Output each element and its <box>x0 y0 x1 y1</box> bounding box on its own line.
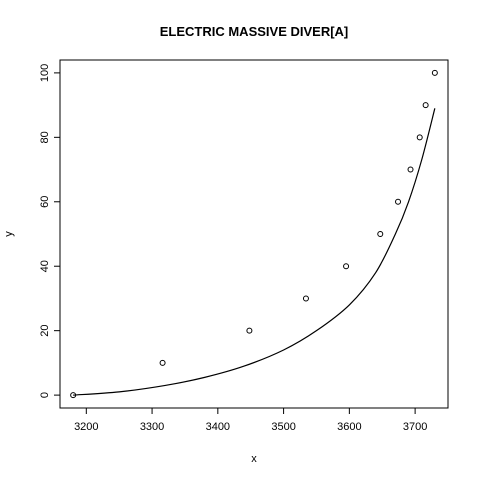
data-point <box>246 327 253 334</box>
plot-frame <box>59 59 449 409</box>
x-tick-label: 3300 <box>140 421 164 433</box>
y-tick-label: 80 <box>39 131 51 143</box>
x-tick-label: 3500 <box>271 421 295 433</box>
data-point <box>422 102 429 109</box>
x-tick-label: 3400 <box>206 421 230 433</box>
data-point <box>302 295 309 302</box>
y-tick-label: 60 <box>39 196 51 208</box>
y-tick-label: 0 <box>39 392 51 398</box>
data-point <box>377 231 384 237</box>
data-point <box>431 69 438 76</box>
chart-title: ELECTRIC MASSIVE DIVER[A] <box>160 24 349 39</box>
y-tick-label: 20 <box>39 325 51 337</box>
data-points <box>70 69 438 399</box>
x-tick-label: 3700 <box>403 421 427 433</box>
data-point <box>395 198 402 205</box>
y-tick-label: 100 <box>39 64 51 82</box>
x-axis-label: x <box>251 453 257 465</box>
fitted-curve <box>73 108 436 396</box>
data-point <box>407 166 414 173</box>
data-point <box>416 134 423 141</box>
data-point <box>343 263 350 270</box>
x-tick-label: 3200 <box>74 421 98 433</box>
data-point <box>159 359 166 366</box>
x-axis: 3200 3300 3400 3500 3600 3700 <box>74 408 427 433</box>
y-axis: 0 20 40 60 80 100 <box>39 64 60 398</box>
y-axis-label: y <box>3 231 15 237</box>
y-tick-label: 40 <box>39 260 51 272</box>
data-point <box>70 392 77 399</box>
x-tick-label: 3600 <box>337 421 361 433</box>
